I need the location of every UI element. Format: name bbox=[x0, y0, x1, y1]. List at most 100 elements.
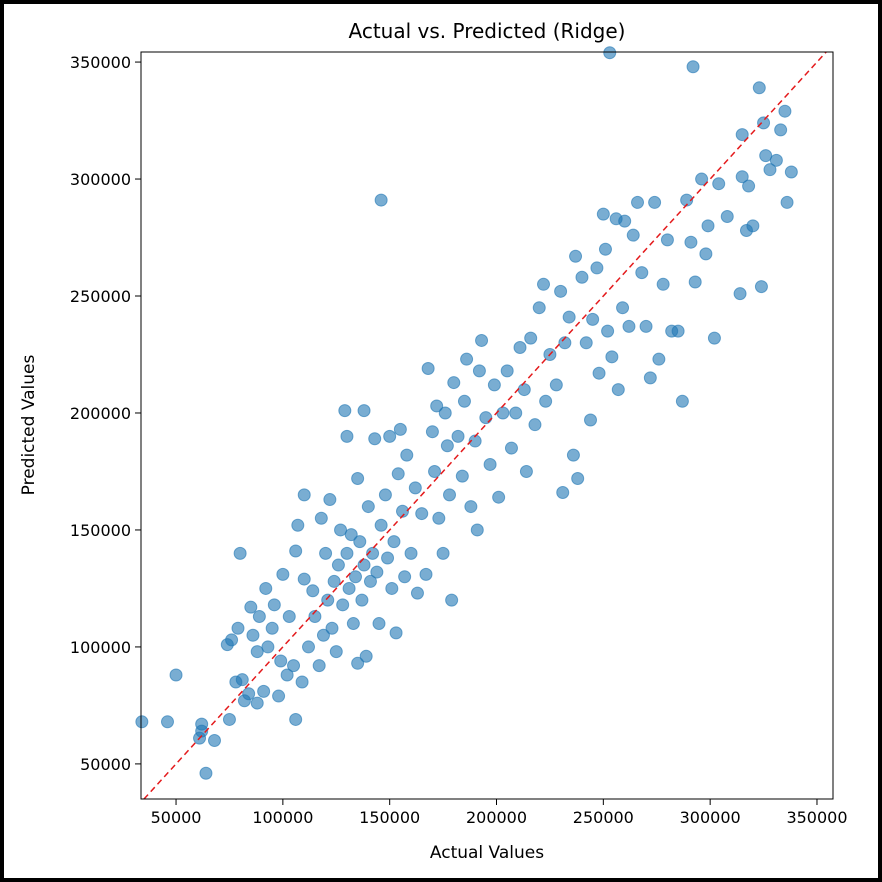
point bbox=[524, 331, 538, 345]
point bbox=[242, 687, 256, 701]
point bbox=[635, 266, 649, 280]
point bbox=[592, 366, 606, 380]
point bbox=[440, 439, 454, 453]
point bbox=[321, 593, 335, 607]
point bbox=[778, 104, 792, 118]
point bbox=[605, 350, 619, 364]
point bbox=[195, 717, 209, 731]
point bbox=[513, 340, 527, 354]
point bbox=[261, 640, 275, 654]
point bbox=[235, 673, 249, 687]
point bbox=[537, 277, 551, 291]
point bbox=[509, 406, 523, 420]
point bbox=[316, 628, 330, 642]
point bbox=[246, 628, 260, 642]
point bbox=[626, 228, 640, 242]
point bbox=[616, 301, 630, 315]
point bbox=[584, 413, 598, 427]
point bbox=[598, 242, 612, 256]
point bbox=[160, 715, 174, 729]
point bbox=[735, 128, 749, 142]
point bbox=[265, 621, 279, 635]
point bbox=[684, 235, 698, 249]
point bbox=[357, 558, 371, 572]
point bbox=[688, 275, 702, 289]
point bbox=[675, 394, 689, 408]
point bbox=[372, 617, 386, 631]
point bbox=[618, 214, 632, 228]
point bbox=[267, 598, 281, 612]
point bbox=[289, 712, 303, 726]
point bbox=[410, 586, 424, 600]
point bbox=[398, 570, 412, 584]
point bbox=[496, 406, 510, 420]
x-tick-label: 50000 bbox=[151, 808, 202, 827]
point bbox=[504, 441, 518, 455]
point bbox=[374, 193, 388, 207]
point bbox=[368, 432, 382, 446]
point bbox=[233, 546, 247, 560]
point bbox=[259, 581, 273, 595]
point bbox=[351, 471, 365, 485]
x-axis-label: Actual Values bbox=[430, 843, 544, 863]
point bbox=[438, 406, 452, 420]
point bbox=[391, 467, 405, 481]
point bbox=[361, 500, 375, 514]
point bbox=[421, 362, 435, 376]
point bbox=[447, 376, 461, 390]
point bbox=[517, 383, 531, 397]
point bbox=[622, 319, 636, 333]
point bbox=[470, 523, 484, 537]
point bbox=[250, 696, 264, 710]
point bbox=[757, 116, 771, 130]
y-tick-label: 100000 bbox=[70, 638, 131, 657]
point bbox=[334, 523, 348, 537]
point bbox=[340, 429, 354, 443]
point bbox=[276, 567, 290, 581]
chart-title: Actual vs. Predicted (Ridge) bbox=[349, 19, 626, 43]
x-tick-label: 250000 bbox=[573, 808, 634, 827]
y-tick-label: 200000 bbox=[70, 404, 131, 423]
point bbox=[603, 46, 617, 60]
point bbox=[287, 659, 301, 673]
point bbox=[257, 684, 271, 698]
y-tick-label: 350000 bbox=[70, 53, 131, 72]
point bbox=[336, 598, 350, 612]
point bbox=[419, 567, 433, 581]
point bbox=[252, 610, 266, 624]
point bbox=[387, 535, 401, 549]
point bbox=[272, 689, 286, 703]
point bbox=[784, 165, 798, 179]
point bbox=[759, 149, 773, 163]
point bbox=[569, 249, 583, 263]
point bbox=[733, 287, 747, 301]
point bbox=[479, 411, 493, 425]
point bbox=[396, 504, 410, 518]
point bbox=[532, 301, 546, 315]
point bbox=[648, 195, 662, 209]
point bbox=[274, 654, 288, 668]
point bbox=[222, 712, 236, 726]
point bbox=[754, 280, 768, 294]
point bbox=[735, 170, 749, 184]
point bbox=[769, 153, 783, 167]
point bbox=[297, 572, 311, 586]
point bbox=[460, 352, 474, 366]
point bbox=[763, 163, 777, 177]
point bbox=[327, 574, 341, 588]
point bbox=[487, 378, 501, 392]
point bbox=[415, 507, 429, 521]
point bbox=[244, 600, 258, 614]
point bbox=[639, 319, 653, 333]
point bbox=[686, 60, 700, 74]
point bbox=[451, 429, 465, 443]
point bbox=[404, 546, 418, 560]
point bbox=[601, 324, 615, 338]
point bbox=[169, 668, 183, 682]
point bbox=[331, 558, 345, 572]
point bbox=[586, 312, 600, 326]
point bbox=[291, 518, 305, 532]
point bbox=[660, 233, 674, 247]
point bbox=[280, 668, 294, 682]
y-axis-label: Predicted Values bbox=[19, 354, 39, 495]
